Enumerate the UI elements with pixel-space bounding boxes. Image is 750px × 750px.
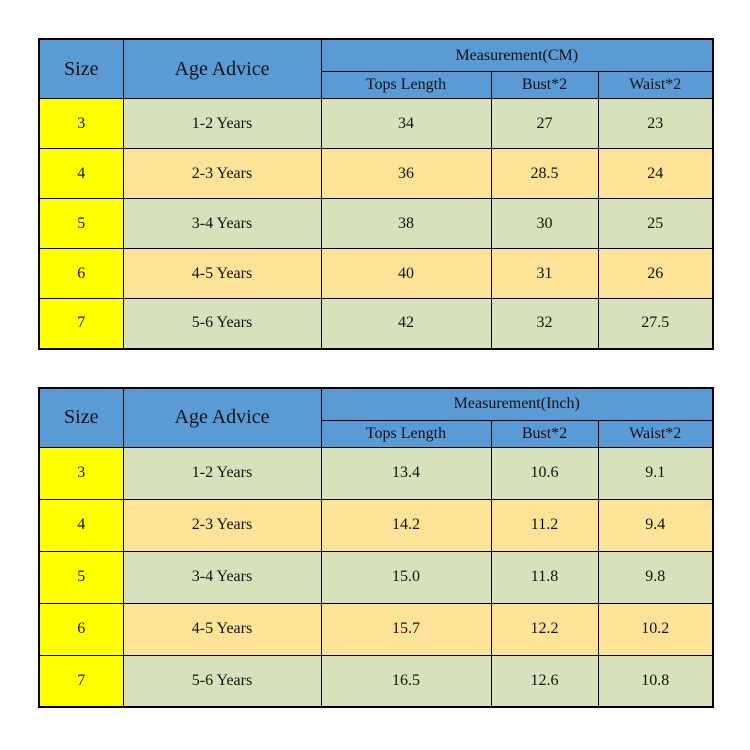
bust-cell: 11.2 [490, 498, 599, 552]
waist-cell: 9.1 [597, 446, 714, 500]
tops-length-cell: 40 [320, 248, 492, 299]
tops-length-cell: 15.7 [320, 602, 492, 656]
age-cell: 2-3 Years [122, 148, 322, 199]
tops-length-cell: 36 [320, 148, 492, 199]
waist-cell: 23 [597, 98, 714, 149]
tops-length-cell: 13.4 [320, 446, 492, 500]
age-cell: 3-4 Years [122, 550, 322, 604]
age-cell: 5-6 Years [122, 298, 322, 349]
table-row: 6 4-5 Years 40 31 26 [38, 248, 714, 299]
size-column-header: Size [38, 38, 124, 99]
table-row: 5 3-4 Years 38 30 25 [38, 198, 714, 249]
table-row: 5 3-4 Years 15.0 11.8 9.8 [38, 550, 714, 604]
waist-cell: 10.2 [597, 602, 714, 656]
table-row: 4 2-3 Years 14.2 11.2 9.4 [38, 498, 714, 552]
table-row: 4 2-3 Years 36 28.5 24 [38, 148, 714, 199]
age-advice-column-header: Age Advice [122, 387, 322, 448]
waist-column-header: Waist*2 [597, 419, 714, 448]
size-table-inch: Size Age Advice Measurement(Inch) Tops L… [38, 386, 715, 708]
waist-cell: 25 [597, 198, 714, 249]
subheader-row: Tops Length Bust*2 Waist*2 [39, 419, 714, 448]
tops-length-cell: 14.2 [320, 498, 492, 552]
age-advice-column-header: Age Advice [122, 38, 322, 99]
tops-length-cell: 34 [320, 98, 492, 149]
tops-length-cell: 16.5 [320, 654, 492, 708]
size-cell: 5 [38, 198, 124, 249]
header-row: Size Age Advice Measurement(Inch) [38, 387, 714, 448]
size-cell: 4 [38, 498, 124, 552]
waist-column-header: Waist*2 [597, 71, 714, 99]
table-row: 3 1-2 Years 13.4 10.6 9.1 [38, 446, 714, 500]
age-cell: 4-5 Years [122, 248, 322, 299]
bust-cell: 32 [490, 298, 599, 349]
bust-column-header: Bust*2 [490, 419, 599, 448]
subheader-row: Tops Length Bust*2 Waist*2 [39, 71, 714, 99]
waist-cell: 27.5 [597, 298, 714, 349]
table-row: 6 4-5 Years 15.7 12.2 10.2 [38, 602, 714, 656]
bust-cell: 10.6 [490, 446, 599, 500]
waist-cell: 24 [597, 148, 714, 199]
bust-cell: 11.8 [490, 550, 599, 604]
size-cell: 3 [38, 98, 124, 149]
bust-cell: 28.5 [490, 148, 599, 199]
bust-cell: 12.6 [490, 654, 599, 708]
tops-length-cell: 38 [320, 198, 492, 249]
tops-length-column-header: Tops Length [320, 71, 492, 99]
measurement-inch-header: Measurement(Inch) [320, 387, 714, 421]
measurement-cm-header: Measurement(CM) [320, 38, 714, 72]
waist-cell: 10.8 [597, 654, 714, 708]
age-cell: 3-4 Years [122, 198, 322, 249]
size-cell: 3 [38, 446, 124, 500]
table-row: 7 5-6 Years 16.5 12.6 10.8 [38, 654, 714, 708]
size-cell: 5 [38, 550, 124, 604]
age-cell: 5-6 Years [122, 654, 322, 708]
size-table-cm: Size Age Advice Measurement(CM) Tops Len… [38, 38, 715, 350]
age-cell: 4-5 Years [122, 602, 322, 656]
size-cell: 6 [38, 602, 124, 656]
waist-cell: 9.4 [597, 498, 714, 552]
bust-cell: 12.2 [490, 602, 599, 656]
header-row: Size Age Advice Measurement(CM) [38, 38, 714, 99]
tops-length-cell: 42 [320, 298, 492, 349]
bust-cell: 27 [490, 98, 599, 149]
bust-cell: 30 [490, 198, 599, 249]
age-cell: 1-2 Years [122, 446, 322, 500]
tops-length-column-header: Tops Length [320, 419, 492, 448]
size-column-header: Size [38, 387, 124, 448]
bust-cell: 31 [490, 248, 599, 299]
size-cell: 4 [38, 148, 124, 199]
waist-cell: 9.8 [597, 550, 714, 604]
size-cell: 7 [38, 298, 124, 349]
bust-column-header: Bust*2 [490, 71, 599, 99]
tops-length-cell: 15.0 [320, 550, 492, 604]
size-cell: 7 [38, 654, 124, 708]
age-cell: 2-3 Years [122, 498, 322, 552]
waist-cell: 26 [597, 248, 714, 299]
age-cell: 1-2 Years [122, 98, 322, 149]
table-row: 7 5-6 Years 42 32 27.5 [38, 298, 714, 349]
size-cell: 6 [38, 248, 124, 299]
table-row: 3 1-2 Years 34 27 23 [38, 98, 714, 149]
